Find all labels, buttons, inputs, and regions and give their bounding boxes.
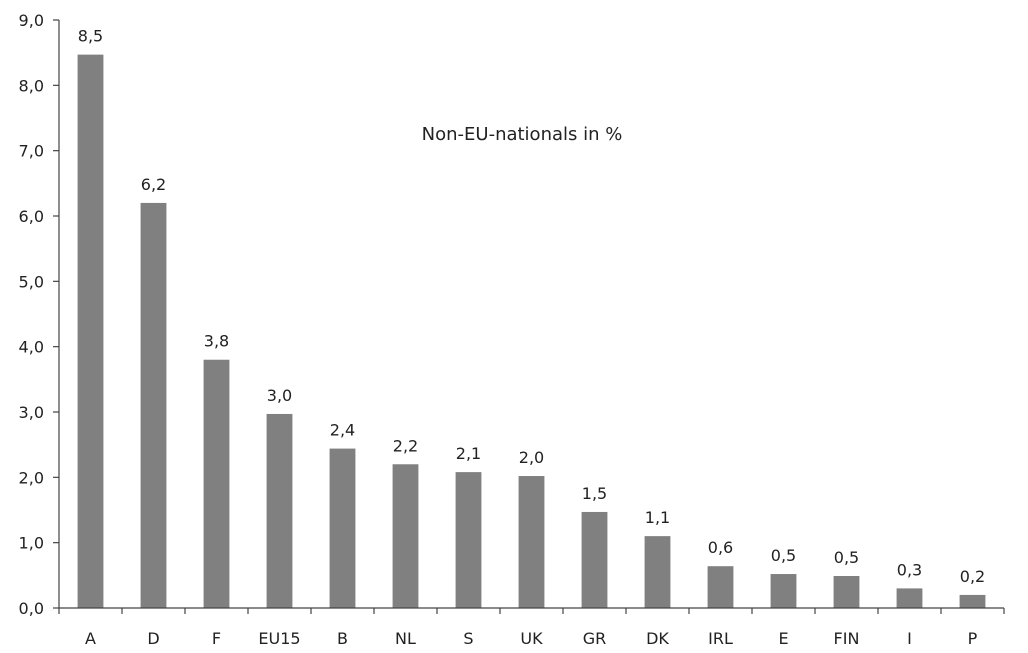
bar-b	[329, 448, 356, 608]
category-label-dk: DK	[646, 629, 669, 648]
y-tick-label: 9,0	[19, 11, 44, 30]
bar-p	[959, 594, 986, 608]
category-label-nl: NL	[395, 629, 416, 648]
data-label-gr: 1,5	[582, 484, 607, 503]
y-axis: 0,0 1,0 2,0 3,0 4,0 5,0 6,0 7,0 8,0 9,0	[19, 11, 60, 618]
data-label-eu15: 3,0	[267, 386, 292, 405]
data-label-d: 6,2	[141, 175, 166, 194]
data-label-b: 2,4	[330, 421, 355, 440]
category-label-b: B	[337, 629, 348, 648]
bar-d	[140, 202, 167, 608]
bar-f	[203, 359, 230, 608]
data-label-fin: 0,5	[834, 548, 859, 567]
data-label-uk: 2,0	[519, 448, 544, 467]
bars-group: 8,5 6,2 3,8 3,0 2,4 2,2 2,1 2,0 1,5 1,1 0,6 0,5 0,5 0…	[77, 27, 986, 609]
bar-e	[770, 574, 797, 608]
category-label-eu15: EU15	[258, 629, 300, 648]
category-label-f: F	[212, 629, 221, 648]
bar-i	[896, 588, 923, 608]
category-label-uk: UK	[520, 629, 543, 648]
category-label-d: D	[147, 629, 159, 648]
category-label-i: I	[907, 629, 912, 648]
bar-a	[77, 54, 104, 609]
bar-s	[455, 472, 482, 608]
x-axis: A D F EU15 B NL S UK GR DK IRL E FIN I P	[58, 607, 1005, 648]
y-tick-label: 2,0	[19, 468, 44, 487]
y-tick-label: 7,0	[19, 142, 44, 161]
data-label-f: 3,8	[204, 332, 229, 351]
data-label-i: 0,3	[897, 560, 922, 579]
category-label-e: E	[778, 629, 788, 648]
y-tick-label: 8,0	[19, 76, 44, 95]
bar-gr	[581, 511, 608, 608]
category-label-irl: IRL	[708, 629, 733, 648]
data-label-nl: 2,2	[393, 436, 418, 455]
chart-title: Non-EU-nationals in %	[422, 124, 623, 145]
y-tick-label: 4,0	[19, 338, 44, 357]
bar-nl	[392, 464, 419, 608]
data-label-s: 2,1	[456, 444, 481, 463]
category-label-gr: GR	[583, 629, 607, 648]
y-tick-label: 3,0	[19, 403, 44, 422]
y-tick-label: 6,0	[19, 207, 44, 226]
data-label-dk: 1,1	[645, 508, 670, 527]
data-label-p: 0,2	[960, 567, 985, 586]
bar-irl	[707, 566, 734, 608]
y-tick-label: 0,0	[19, 599, 44, 618]
data-label-e: 0,5	[771, 546, 796, 565]
y-tick-label: 5,0	[19, 272, 44, 291]
data-label-a: 8,5	[78, 27, 103, 46]
category-label-a: A	[85, 629, 96, 648]
bar-uk	[518, 476, 545, 608]
bar-dk	[644, 536, 671, 608]
y-tick-label: 1,0	[19, 534, 44, 553]
category-label-fin: FIN	[834, 629, 860, 648]
bar-fin	[833, 575, 860, 608]
bar-eu15	[266, 413, 293, 608]
data-label-irl: 0,6	[708, 538, 733, 557]
category-label-s: S	[463, 629, 473, 648]
category-label-p: P	[968, 629, 978, 648]
